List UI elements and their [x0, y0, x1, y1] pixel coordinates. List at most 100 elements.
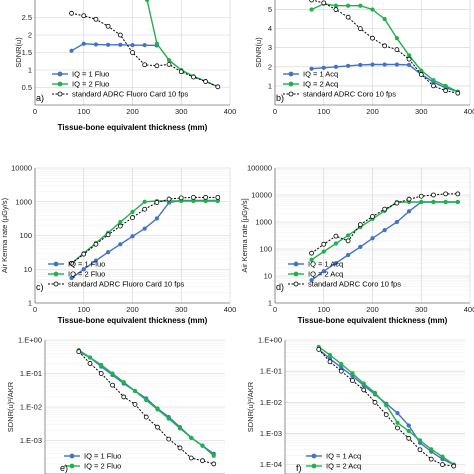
data-point-ref	[130, 215, 135, 220]
plot-area	[309, 191, 461, 283]
data-point-ref	[215, 84, 221, 90]
data-point-ref	[309, 250, 314, 256]
legend-label: IQ = 1 Fluo	[68, 260, 105, 269]
data-point-iq2	[121, 380, 126, 385]
data-point-ref	[382, 206, 388, 212]
data-point-iq1	[394, 219, 400, 225]
data-point-ref	[105, 232, 111, 238]
data-point-ref	[443, 88, 449, 94]
legend-marker	[69, 453, 75, 459]
legend-label: standard ADRC Coro 10 fps	[308, 280, 401, 289]
legend-marker	[288, 81, 294, 87]
y-tick-label: 1	[268, 81, 272, 90]
y-tick-label: 1.E-02	[20, 403, 42, 412]
data-point-iq2	[118, 219, 123, 225]
legend-label: IQ = 2 Acq	[308, 270, 343, 279]
data-point-iq1	[105, 250, 111, 255]
data-point-ref	[142, 62, 148, 68]
x-tick-label: 400	[224, 305, 237, 314]
x-tick-label: 300	[415, 305, 428, 314]
series-line-ref	[78, 351, 214, 465]
plot-area	[69, 0, 221, 90]
y-tick-label: 4	[268, 24, 272, 33]
data-point-ref	[81, 13, 87, 19]
data-point-iq1	[406, 62, 412, 68]
data-point-iq1	[309, 278, 314, 283]
data-point-iq2	[429, 447, 434, 452]
data-point-iq2	[144, 398, 149, 403]
data-point-iq2	[327, 352, 333, 358]
data-point-ref	[69, 10, 74, 16]
data-point-ref	[443, 191, 449, 197]
data-point-iq2	[358, 3, 363, 8]
x-tick-label: 300	[175, 305, 188, 314]
data-point-iq2	[443, 83, 448, 89]
legend-marker	[53, 271, 59, 277]
data-point-iq1	[345, 63, 351, 69]
data-point-iq2	[211, 453, 216, 458]
y-tick-label: 0.5	[22, 83, 32, 92]
data-point-ref	[155, 424, 160, 430]
chart-panel-2: 1 10 100 1000 10000 0 100 200 300 400 Air Kerma ra…	[0, 164, 236, 326]
data-point-ref	[98, 371, 104, 376]
data-point-iq1	[406, 423, 411, 428]
legend-marker	[288, 71, 294, 77]
data-point-ref	[203, 79, 209, 84]
data-point-ref	[383, 412, 389, 418]
data-point-iq2	[339, 361, 344, 367]
data-point-ref	[395, 425, 400, 431]
legend-label: IQ = 1 Acq	[326, 452, 361, 461]
x-tick-label: 400	[464, 107, 474, 116]
data-point-iq2	[333, 241, 339, 246]
data-point-iq2	[130, 209, 135, 215]
data-point-iq2	[394, 36, 400, 41]
y-tick-label: 1.E-01	[260, 367, 282, 376]
y-tick-label: 1000	[15, 197, 32, 206]
data-point-iq2	[110, 371, 115, 376]
series-line-iq2	[78, 349, 215, 457]
y-tick-label: 2.5	[22, 13, 32, 22]
data-point-iq1	[69, 275, 74, 281]
data-point-ref	[321, 0, 327, 6]
y-tick-label: 100	[259, 245, 272, 254]
data-point-iq1	[333, 64, 339, 69]
data-point-ref	[143, 414, 149, 420]
legend-label: IQ = 1 Acq	[303, 70, 338, 79]
legend-marker	[57, 91, 63, 97]
data-point-iq2	[440, 454, 445, 459]
data-point-ref	[69, 260, 74, 266]
y-tick-label: 10000	[11, 164, 32, 173]
legend-label: IQ = 2 Fluo	[68, 270, 105, 279]
x-tick-label: 0	[33, 305, 37, 314]
data-point-iq2	[395, 420, 400, 425]
data-point-iq1	[406, 209, 412, 214]
data-point-ref	[418, 193, 424, 199]
data-point-iq1	[358, 62, 363, 68]
data-point-iq1	[142, 43, 147, 48]
data-point-ref	[191, 194, 196, 200]
panel-label: c)	[36, 282, 44, 292]
data-point-ref	[406, 435, 412, 441]
legend-marker	[311, 453, 317, 459]
x-axis-label: Tissue-bone equivalent thickness (mm)	[298, 316, 448, 325]
legend-marker	[311, 463, 317, 469]
series-line-ref	[318, 349, 454, 467]
y-axis-label: SDNR(u)	[14, 37, 23, 68]
data-point-ref	[406, 196, 412, 202]
data-point-iq2	[431, 78, 436, 83]
y-tick-label: 1	[268, 299, 272, 308]
data-point-ref	[350, 378, 355, 383]
y-axis-label: Air Kerma rate [µGy/s]	[240, 198, 249, 272]
data-point-iq1	[81, 267, 86, 272]
data-point-ref	[76, 349, 82, 355]
data-point-iq2	[372, 390, 378, 396]
data-point-ref	[357, 26, 363, 32]
data-point-iq2	[361, 381, 366, 386]
data-point-iq1	[154, 216, 160, 221]
data-point-iq2	[419, 68, 424, 73]
data-point-iq1	[142, 226, 147, 231]
data-point-ref	[372, 399, 378, 405]
legend-marker	[293, 281, 299, 287]
data-point-ref	[166, 436, 172, 442]
panel-label: d)	[276, 282, 284, 292]
